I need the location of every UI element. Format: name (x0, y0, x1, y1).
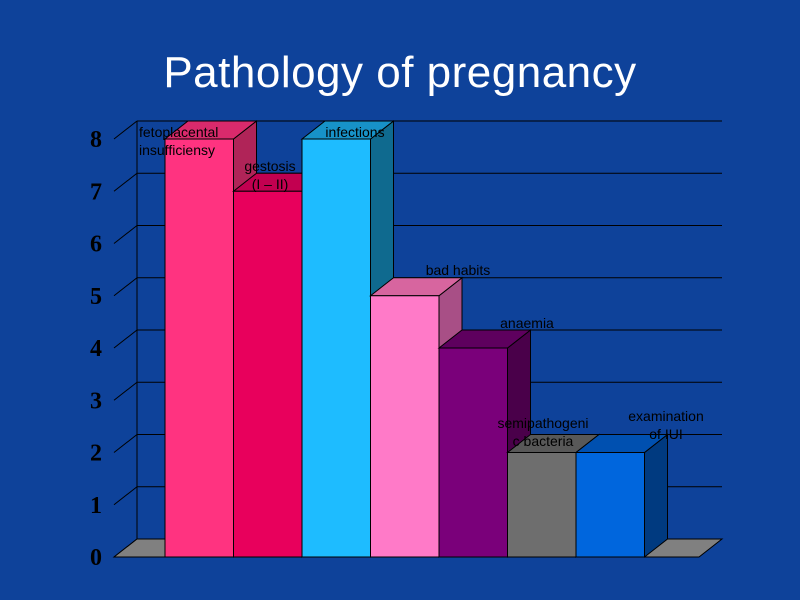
data-label: gestosis (I – II) (244, 158, 295, 192)
grid-diagonal (113, 381, 138, 401)
data-label-line: c bacteria (513, 433, 574, 449)
data-label-line: bad habits (426, 262, 491, 278)
bars-layer (163, 119, 669, 559)
data-label-line: semipathogeni (497, 415, 588, 431)
grid-diagonal (113, 225, 138, 244)
grid-diagonal (113, 434, 138, 453)
grid-diagonal (113, 277, 138, 297)
y-tick-label: 8 (90, 127, 102, 153)
y-tick-label: 6 (90, 232, 102, 258)
y-tick-label: 3 (90, 388, 102, 414)
y-tick-label: 2 (90, 441, 102, 467)
y-tick-label: 1 (90, 493, 102, 519)
bar (438, 347, 508, 558)
data-label: semipathogeni c bacteria (497, 415, 588, 449)
y-tick-label: 7 (90, 179, 102, 205)
data-label-line: examination (628, 408, 704, 424)
data-label-line: of IUI (649, 426, 682, 442)
data-label: examination of IUI (628, 408, 704, 442)
bar-group (574, 433, 669, 559)
bar (370, 295, 440, 558)
data-labels: fetoplacental insufficiensy gestosis (I – I… (139, 124, 704, 449)
data-label-line: fetoplacental (139, 124, 218, 140)
bar (575, 452, 645, 558)
grid-diagonal (113, 120, 138, 140)
bar-side (644, 433, 668, 559)
y-tick-label: 5 (90, 284, 102, 310)
y-tick-label: 4 (90, 336, 102, 362)
data-label-line: anaemia (500, 315, 554, 331)
data-label-line: infections (325, 124, 384, 140)
grid-diagonal (113, 329, 138, 349)
bar (164, 138, 234, 558)
bar (301, 138, 371, 558)
grid-diagonal (113, 172, 138, 192)
bar (233, 190, 303, 558)
grid-diagonal (113, 486, 138, 506)
data-label: anaemia (500, 315, 554, 331)
data-label: bad habits (426, 262, 491, 278)
y-tick-label: 0 (90, 545, 102, 571)
y-axis-ticks: 0 1 2 3 4 5 6 7 8 (90, 127, 102, 571)
bar (507, 452, 577, 558)
data-label-line: insufficiensy (139, 142, 215, 158)
data-label-line: gestosis (244, 158, 295, 174)
chart-title: Pathology of pregnancy (163, 48, 637, 97)
data-label: infections (325, 124, 384, 140)
data-label-line: (I – II) (252, 176, 289, 192)
data-label: fetoplacental insufficiensy (139, 124, 218, 158)
